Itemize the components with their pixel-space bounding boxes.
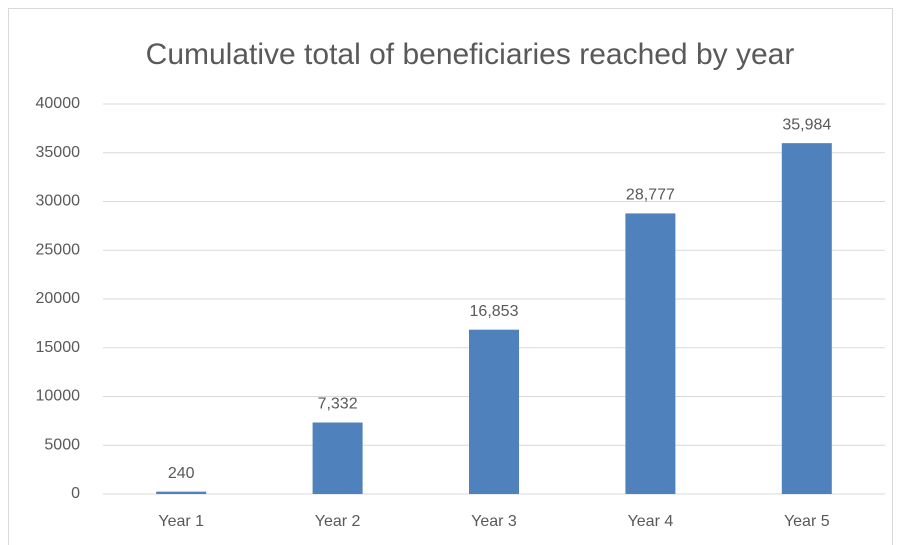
y-tick-label: 0: [71, 485, 80, 502]
data-label: 28,777: [626, 187, 675, 204]
chart-title: Cumulative total of beneficiaries reache…: [146, 38, 795, 71]
data-label: 7,332: [318, 396, 358, 413]
data-label: 16,853: [470, 303, 519, 320]
bar: [625, 213, 676, 494]
x-tick-label: Year 1: [158, 513, 204, 530]
x-tick-label: Year 5: [784, 513, 830, 530]
x-tick-label: Year 2: [315, 513, 361, 530]
bar: [781, 143, 832, 494]
bar: [469, 329, 519, 494]
bar: [156, 491, 207, 494]
y-tick-label: 35000: [36, 144, 81, 161]
x-tick-label: Year 3: [471, 513, 517, 530]
chart-border: [8, 8, 893, 545]
y-tick-label: 40000: [36, 95, 81, 112]
data-label: 35,984: [782, 116, 831, 133]
y-tick-label: 15000: [36, 339, 81, 356]
y-tick-label: 20000: [36, 290, 81, 307]
bar: [312, 422, 363, 494]
y-tick-label: 10000: [36, 388, 81, 405]
y-tick-label: 5000: [44, 436, 80, 453]
y-tick-label: 25000: [36, 241, 81, 258]
data-label: 240: [168, 465, 195, 482]
x-tick-label: Year 4: [628, 513, 674, 530]
y-tick-label: 30000: [36, 193, 81, 210]
